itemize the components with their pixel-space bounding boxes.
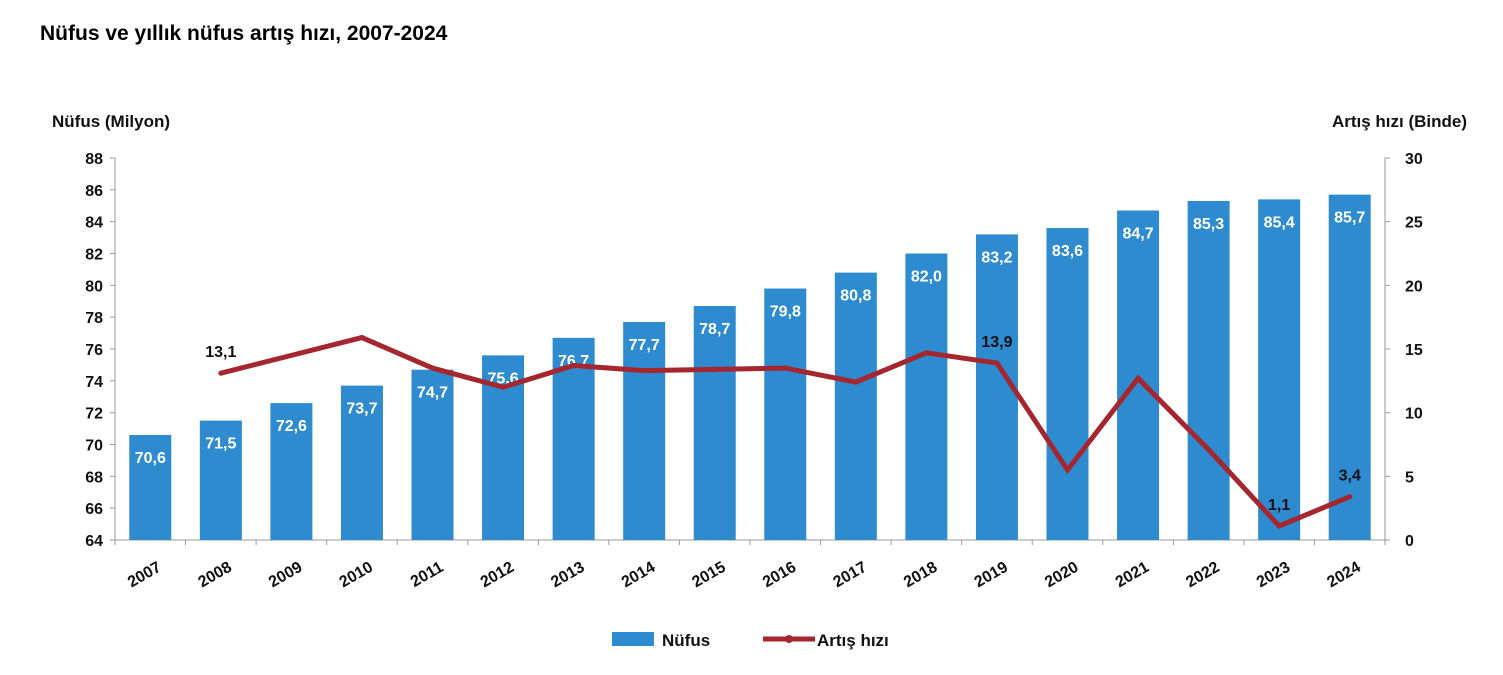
line-point-2021 — [1135, 375, 1141, 381]
x-tick-label: 2010 — [337, 559, 376, 592]
x-tick-label: 2011 — [408, 559, 447, 591]
x-tick-label: 2017 — [831, 559, 870, 592]
line-point-2020 — [1065, 467, 1070, 473]
bar-nufus-2009 — [270, 403, 313, 540]
bar-nufus-2023 — [1258, 199, 1301, 540]
bar-nufus-2014 — [623, 321, 666, 540]
bar-nufus-2015 — [693, 306, 736, 540]
x-tick-label: 2007 — [125, 559, 164, 592]
left-tick-label: 72 — [85, 406, 103, 423]
left-tick-label: 86 — [85, 183, 103, 200]
line-point-2017 — [853, 379, 859, 385]
line-point-2018 — [923, 350, 929, 356]
bar-data-label: 79,8 — [770, 304, 801, 321]
x-tick-label: 2012 — [478, 559, 517, 592]
line-point-2011 — [430, 365, 435, 371]
legend-marker-artis-hizi — [785, 635, 793, 643]
bar-data-label: 83,6 — [1052, 243, 1083, 260]
bar-nufus-2010 — [340, 385, 383, 540]
bar-nufus-2024 — [1328, 194, 1371, 540]
x-tick-label: 2015 — [689, 559, 728, 592]
bar-data-label: 85,3 — [1193, 216, 1224, 233]
line-data-label: 3,4 — [1339, 468, 1361, 485]
left-tick-label: 84 — [85, 215, 103, 232]
x-tick-label: 2009 — [266, 559, 305, 592]
bar-data-label: 74,7 — [417, 385, 448, 402]
bar-data-label: 77,7 — [629, 337, 660, 354]
bar-nufus-2022 — [1187, 200, 1230, 540]
line-point-2024 — [1347, 494, 1353, 500]
x-tick-label: 2014 — [619, 559, 658, 592]
line-point-2019 — [994, 360, 1000, 366]
bar-data-label: 85,7 — [1334, 210, 1365, 227]
x-tick-label: 2008 — [196, 559, 235, 592]
line-point-2023 — [1276, 523, 1282, 529]
line-data-label: 13,9 — [981, 334, 1012, 351]
left-tick-label: 68 — [85, 469, 103, 486]
line-point-2012 — [500, 384, 506, 390]
bar-data-label: 71,5 — [205, 436, 236, 453]
left-tick-label: 66 — [85, 501, 103, 518]
bar-data-label: 85,4 — [1264, 214, 1295, 231]
bar-data-label: 72,6 — [276, 418, 307, 435]
left-tick-label: 70 — [85, 438, 103, 455]
bar-nufus-2020 — [1046, 228, 1089, 541]
line-point-2009 — [288, 352, 294, 358]
x-tick-label: 2019 — [972, 559, 1011, 592]
bar-nufus-2007 — [129, 434, 172, 540]
left-tick-label: 76 — [85, 342, 103, 359]
bar-nufus-2008 — [199, 420, 242, 540]
bar-data-label: 73,7 — [346, 401, 377, 418]
left-tick-label: 82 — [85, 247, 103, 264]
line-point-2022 — [1206, 447, 1212, 453]
legend-label-artis-hizi: Artış hızı — [817, 631, 889, 650]
left-tick-label: 74 — [85, 374, 103, 391]
x-tick-label: 2013 — [548, 559, 587, 592]
left-tick-label: 64 — [85, 533, 103, 550]
bar-data-label: 82,0 — [911, 269, 942, 286]
x-tick-label: 2021 — [1113, 559, 1152, 592]
line-point-2013 — [571, 363, 577, 369]
x-tick-label: 2016 — [760, 559, 799, 592]
right-tick-label: 30 — [1405, 151, 1423, 168]
bar-nufus-2017 — [834, 272, 877, 540]
line-point-2015 — [712, 366, 718, 372]
line-point-2014 — [641, 368, 647, 374]
chart-title: Nüfus ve yıllık nüfus artış hızı, 2007-2… — [40, 22, 448, 45]
line-point-2008 — [218, 370, 224, 376]
line-point-2016 — [782, 365, 788, 371]
legend-label-nufus: Nüfus — [662, 631, 710, 650]
x-tick-label: 2024 — [1324, 559, 1363, 592]
right-tick-label: 15 — [1405, 342, 1423, 359]
x-tick-label: 2023 — [1254, 559, 1293, 592]
x-tick-label: 2020 — [1042, 559, 1081, 592]
left-tick-label: 80 — [85, 278, 103, 295]
left-tick-label: 88 — [85, 151, 103, 168]
right-axis-title: Artış hızı (Binde) — [1331, 112, 1467, 131]
bar-nufus-2011 — [411, 369, 454, 540]
line-data-label: 13,1 — [205, 344, 236, 361]
bar-nufus-2018 — [905, 253, 948, 540]
x-tick-label: 2022 — [1183, 559, 1222, 592]
right-tick-label: 25 — [1405, 215, 1423, 232]
right-tick-label: 5 — [1405, 469, 1414, 486]
bar-nufus-2016 — [764, 288, 807, 540]
right-tick-label: 20 — [1405, 278, 1423, 295]
right-tick-label: 0 — [1405, 533, 1414, 550]
line-data-label: 1,1 — [1268, 497, 1290, 514]
line-point-2010 — [359, 335, 365, 341]
legend-swatch-nufus — [612, 632, 654, 646]
left-axis-title: Nüfus (Milyon) — [52, 112, 171, 131]
bar-data-label: 80,8 — [840, 288, 871, 305]
right-tick-label: 10 — [1405, 406, 1423, 423]
bar-data-label: 84,7 — [1122, 226, 1153, 243]
bar-data-label: 78,7 — [699, 321, 730, 338]
left-tick-label: 78 — [85, 310, 103, 327]
x-tick-label: 2018 — [901, 559, 940, 592]
bar-data-label: 83,2 — [981, 249, 1012, 266]
bar-data-label: 70,6 — [135, 450, 166, 467]
